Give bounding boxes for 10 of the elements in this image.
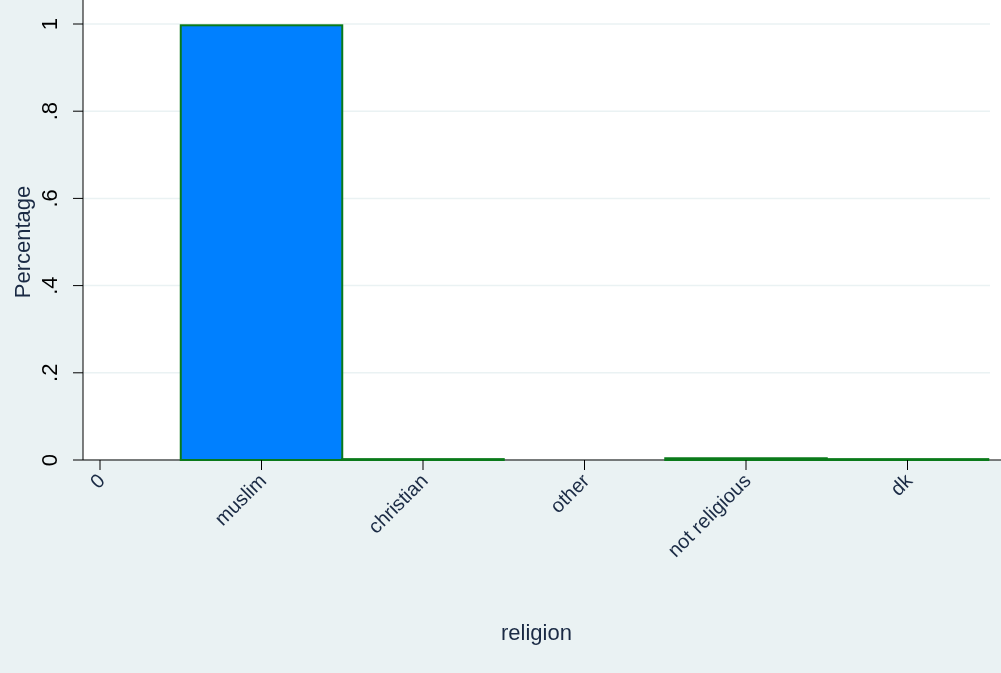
x-tick-label: dk [885,468,918,500]
y-tick-label: .4 [37,276,62,295]
y-tick-label: .6 [37,189,62,208]
y-tick-label: .2 [37,363,62,382]
x-axis-title: religion [501,620,572,645]
y-axis-title: Percentage [10,185,35,299]
x-tick-label: 0 [85,469,109,493]
y-tick-label: .8 [37,102,62,121]
y-tick-label: 1 [37,17,62,31]
y-tick-label: 0 [37,453,62,467]
